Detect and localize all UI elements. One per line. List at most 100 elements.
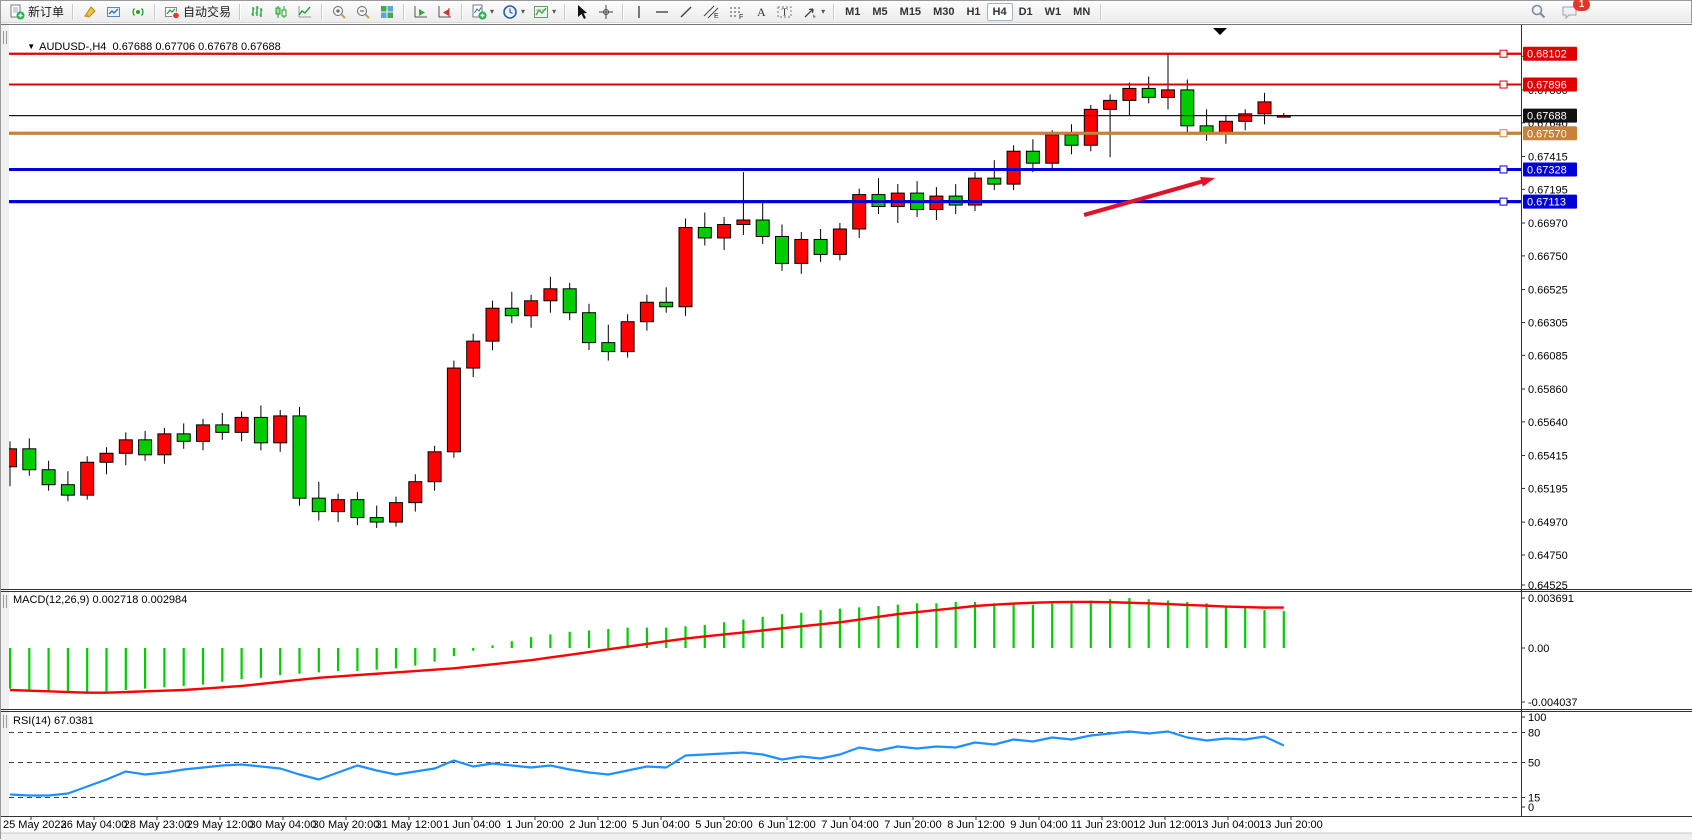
line-handle[interactable]	[1499, 80, 1508, 89]
timeframe-button-W1[interactable]: W1	[1044, 5, 1062, 18]
bullish-candle	[446, 367, 461, 453]
price-tick-label: 0.67195	[1528, 184, 1568, 196]
bearish-candle	[562, 288, 577, 314]
date-label: 28 May 23:00	[124, 819, 191, 831]
text-label-tool-button[interactable]: T	[772, 1, 798, 23]
line-chart-button[interactable]	[293, 1, 317, 23]
indicators-menu-button[interactable]: ▾	[467, 1, 498, 23]
trendline-tool-button[interactable]	[674, 1, 698, 23]
separator	[403, 3, 406, 20]
timeframe-button-M5[interactable]: M5	[872, 5, 888, 18]
price-tick-label: 0.64750	[1528, 550, 1568, 562]
candlestick-button[interactable]	[269, 1, 293, 23]
rsi-tick-label: 50	[1528, 758, 1540, 770]
timeframe-button-M1[interactable]: M1	[845, 5, 861, 18]
line-handle[interactable]	[1499, 129, 1508, 138]
chart-shift-marker[interactable]	[1213, 28, 1227, 35]
bullish-candle	[678, 226, 693, 308]
trend-arrow-head[interactable]	[1200, 177, 1215, 187]
line-handle[interactable]	[1499, 197, 1508, 206]
price-tick-label: 0.64525	[1528, 580, 1568, 592]
dropdown-caret-icon: ▾	[490, 7, 495, 16]
bullish-candle	[157, 433, 172, 456]
separator	[564, 3, 567, 20]
tile-windows-button[interactable]	[375, 1, 399, 23]
separator	[622, 3, 625, 20]
crosshair-tool-button[interactable]	[594, 1, 618, 23]
timeframe-button-M15[interactable]: M15	[899, 5, 922, 18]
date-label: 25 May 2023	[3, 819, 67, 831]
cursor-tool-button[interactable]	[570, 1, 594, 23]
timeframe-button-H4[interactable]: H4	[986, 2, 1013, 21]
bullish-candle	[1103, 99, 1118, 110]
chart-shift-button[interactable]	[433, 1, 457, 23]
timeframe-button-MN[interactable]: MN	[1073, 5, 1091, 18]
autotrade-button[interactable]: 自动交易	[160, 1, 235, 23]
charts-button[interactable]	[102, 1, 126, 23]
bullish-candle	[118, 439, 133, 454]
date-label: 7 Jun 20:00	[884, 819, 942, 831]
arrows-menu-button[interactable]: ▾	[798, 1, 829, 23]
chart-title[interactable]: ▼ AUDUSD-,H4 0.67688 0.67706 0.67678 0.67…	[15, 29, 281, 65]
zoom-in-button[interactable]	[327, 1, 351, 23]
channel-tool-button[interactable]: E	[698, 1, 724, 23]
bullish-candle	[1083, 108, 1098, 146]
timeframe-button-D1[interactable]: D1	[1018, 5, 1033, 18]
bullish-candle	[234, 416, 249, 433]
dropdown-caret-icon: ▾	[521, 7, 526, 16]
bullish-candle	[273, 415, 288, 444]
dropdown-caret-icon: ▾	[552, 7, 557, 16]
collapse-triangle-icon: ▼	[27, 42, 36, 51]
text-tool-button[interactable]: A	[750, 1, 772, 23]
new-order-icon	[9, 4, 25, 20]
signal-broadcast-icon	[130, 4, 146, 20]
new-order-button[interactable]: 新订单	[5, 1, 68, 23]
chart-title-ohlc: 0.67688 0.67706 0.67678 0.67688	[112, 41, 281, 53]
notifications-button[interactable]: 1	[1557, 0, 1590, 23]
bearish-candle	[176, 433, 191, 442]
bearish-candle	[1141, 87, 1156, 98]
zoom-out-button[interactable]	[351, 1, 375, 23]
fibonacci-tool-button[interactable]: F	[724, 1, 750, 23]
bearish-candle	[1180, 89, 1195, 127]
bullish-candle	[1218, 120, 1233, 134]
bullish-candle	[1257, 101, 1272, 115]
timeframe-button-M30[interactable]: M30	[933, 5, 955, 18]
market-button[interactable]	[78, 1, 102, 23]
indicators-icon	[471, 4, 487, 20]
horizontal-line-tool-button[interactable]	[650, 1, 674, 23]
separator	[154, 3, 157, 20]
price-badge	[1523, 126, 1577, 141]
bullish-candle	[1238, 113, 1253, 122]
price-tick-label: 0.67415	[1528, 151, 1568, 163]
date-label: 2 Jun 12:00	[569, 819, 627, 831]
timeframe-button-H1[interactable]: H1	[966, 5, 981, 18]
date-label: 5 Jun 20:00	[695, 819, 753, 831]
periods-menu-button[interactable]: ▾	[498, 1, 529, 23]
svg-text:T: T	[782, 7, 788, 18]
bullish-candle	[968, 177, 982, 206]
text-label-icon: T	[776, 4, 794, 20]
bullish-candle	[408, 481, 423, 504]
bearish-candle	[1025, 150, 1040, 164]
separator	[321, 3, 324, 20]
signals-button[interactable]	[126, 1, 150, 23]
bullish-candle	[196, 424, 210, 442]
line-handle[interactable]	[1499, 49, 1508, 58]
date-label: 5 Jun 04:00	[632, 819, 690, 831]
price-tick-label: 0.65195	[1528, 483, 1568, 495]
timeframe-group: M1 M5 M15 M30 H1 H4 D1 W1 MN	[839, 2, 1096, 21]
line-handle[interactable]	[1499, 165, 1508, 174]
vertical-line-tool-button[interactable]	[628, 1, 650, 23]
bar-chart-button[interactable]	[245, 1, 269, 23]
bearish-candle	[138, 439, 153, 456]
auto-scroll-button[interactable]	[409, 1, 433, 23]
search-button[interactable]	[1526, 1, 1551, 23]
trend-arrow-object[interactable]	[1083, 178, 1205, 218]
chart-shift-icon	[437, 4, 453, 20]
bullish-candle	[1122, 87, 1137, 101]
arrow-objects-icon	[802, 4, 818, 20]
templates-menu-button[interactable]: ▾	[529, 1, 560, 23]
